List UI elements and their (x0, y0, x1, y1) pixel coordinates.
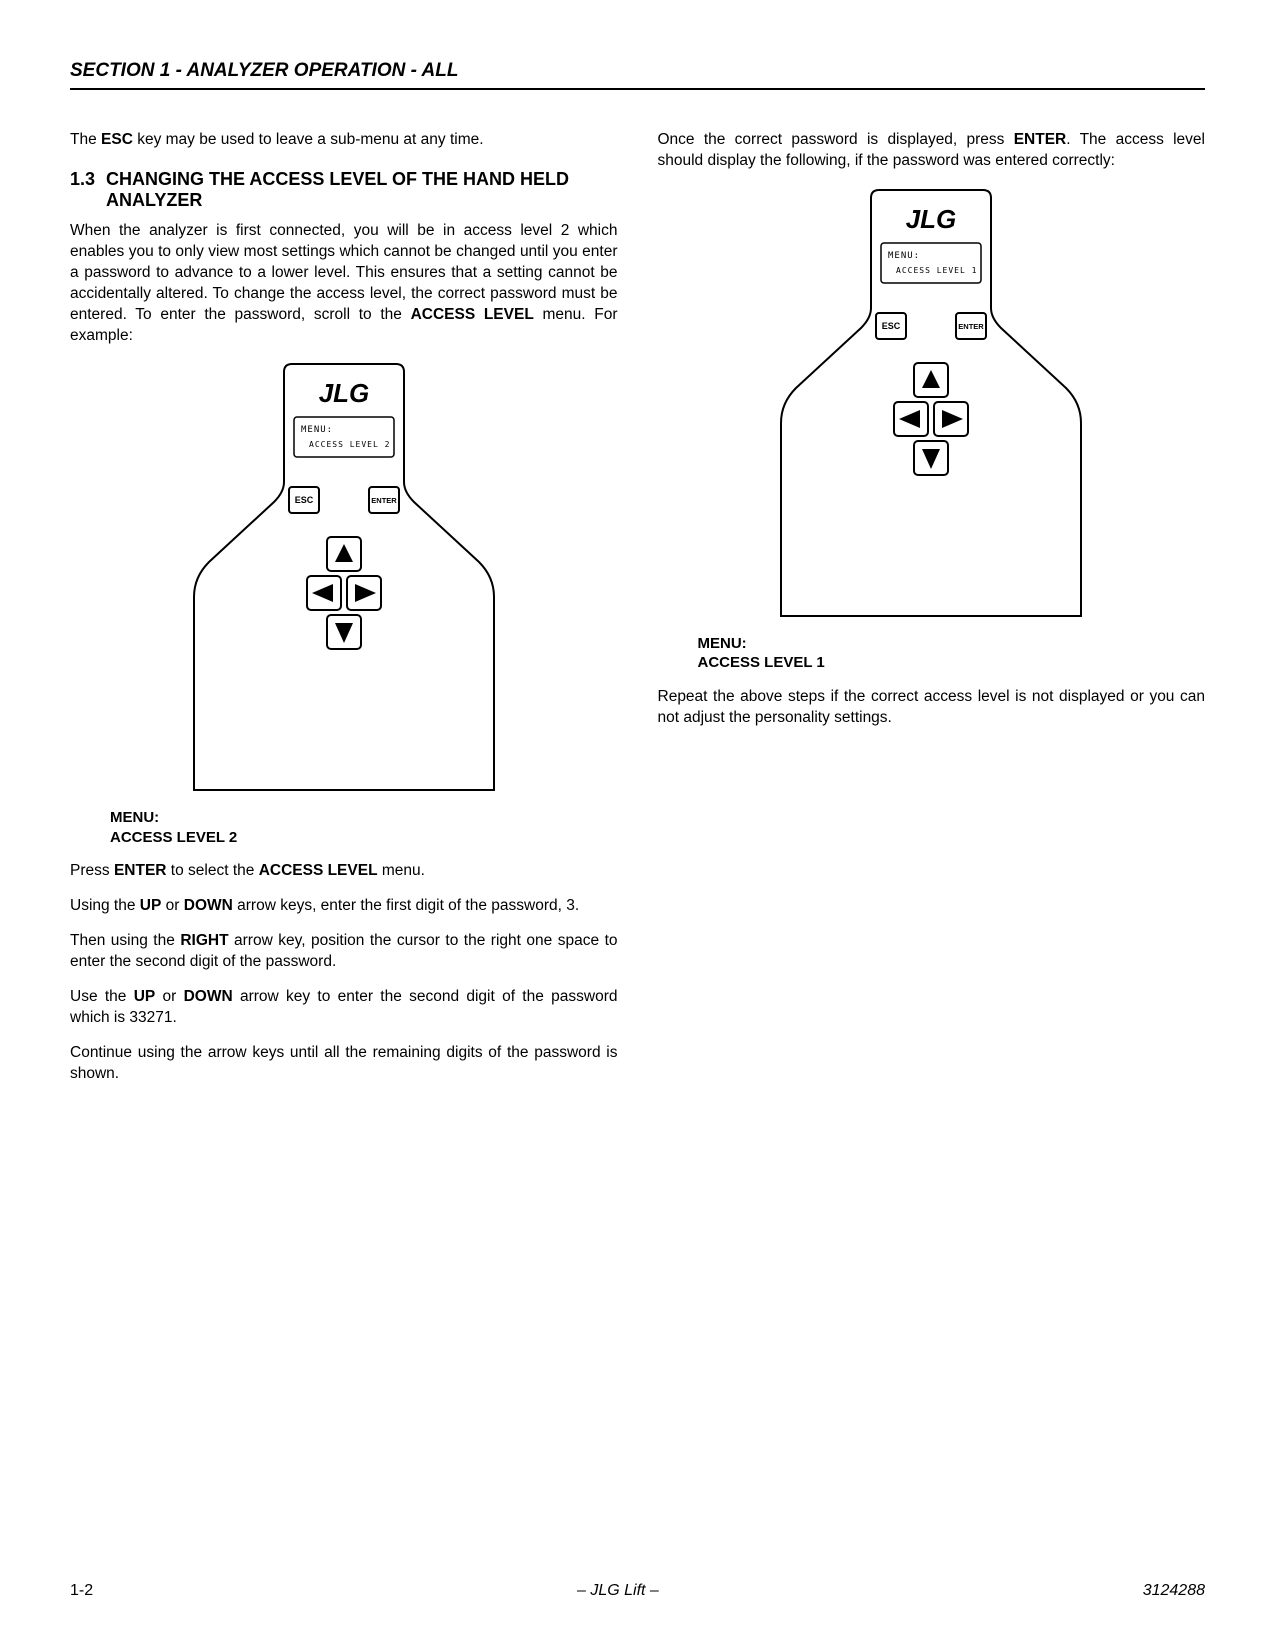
left-column: The ESC key may be used to leave a sub-m… (70, 130, 618, 1099)
enter-label: ENTER (959, 322, 985, 331)
intro-para-right: Once the correct password is displayed, … (658, 130, 1206, 172)
footer-center: – JLG Lift – (577, 1582, 659, 1600)
esc-label: ESC (882, 321, 901, 331)
para-1: When the analyzer is first connected, yo… (70, 221, 618, 347)
heading-number: 1.3 (70, 169, 106, 211)
figure-caption-left: MENU: ACCESS LEVEL 2 (110, 808, 618, 847)
two-column-layout: The ESC key may be used to leave a sub-m… (70, 130, 1205, 1099)
figure-caption-right: MENU: ACCESS LEVEL 1 (698, 634, 1206, 673)
caption-line2: ACCESS LEVEL 1 (698, 654, 825, 671)
screen-line1: MENU: (301, 425, 333, 435)
esc-label: ESC (294, 495, 313, 505)
right-column: Once the correct password is displayed, … (658, 130, 1206, 1099)
analyzer-screen (881, 243, 981, 283)
jlg-logo: JLG (318, 378, 369, 408)
screen-line2: ACCESS LEVEL 1 (896, 266, 977, 275)
caption-line2: ACCESS LEVEL 2 (110, 829, 237, 846)
jlg-logo: JLG (906, 204, 957, 234)
screen-line2: ACCESS LEVEL 2 (309, 440, 390, 449)
page-footer: 1-2 – JLG Lift – 3124288 (70, 1582, 1205, 1600)
heading-title: CHANGING THE ACCESS LEVEL OF THE HAND HE… (106, 169, 618, 211)
para-5: Use the UP or DOWN arrow key to enter th… (70, 987, 618, 1029)
para-4: Then using the RIGHT arrow key, position… (70, 931, 618, 973)
subsection-heading: 1.3 CHANGING THE ACCESS LEVEL OF THE HAN… (70, 169, 618, 211)
caption-line1: MENU: (698, 635, 747, 652)
caption-line1: MENU: (110, 809, 159, 826)
footer-doc-number: 3124288 (1143, 1582, 1205, 1600)
screen-line1: MENU: (888, 251, 920, 261)
para-3: Using the UP or DOWN arrow keys, enter t… (70, 896, 618, 917)
para-6: Continue using the arrow keys until all … (70, 1043, 618, 1085)
para-right-1: Repeat the above steps if the correct ac… (658, 687, 1206, 729)
analyzer-diagram-right: JLG MENU: ACCESS LEVEL 1 ESC ENTER (776, 188, 1086, 618)
enter-label: ENTER (371, 496, 397, 505)
analyzer-diagram-left: JLG MENU: ACCESS LEVEL 2 ESC ENTER (189, 362, 499, 792)
analyzer-screen (294, 417, 394, 457)
analyzer-figure-left: JLG MENU: ACCESS LEVEL 2 ESC ENTER (70, 362, 618, 792)
section-header: SECTION 1 - ANALYZER OPERATION - ALL (70, 60, 1205, 90)
analyzer-figure-right: JLG MENU: ACCESS LEVEL 1 ESC ENTER (658, 188, 1206, 618)
intro-para-left: The ESC key may be used to leave a sub-m… (70, 130, 618, 151)
footer-page-number: 1-2 (70, 1582, 93, 1600)
para-2: Press ENTER to select the ACCESS LEVEL m… (70, 861, 618, 882)
